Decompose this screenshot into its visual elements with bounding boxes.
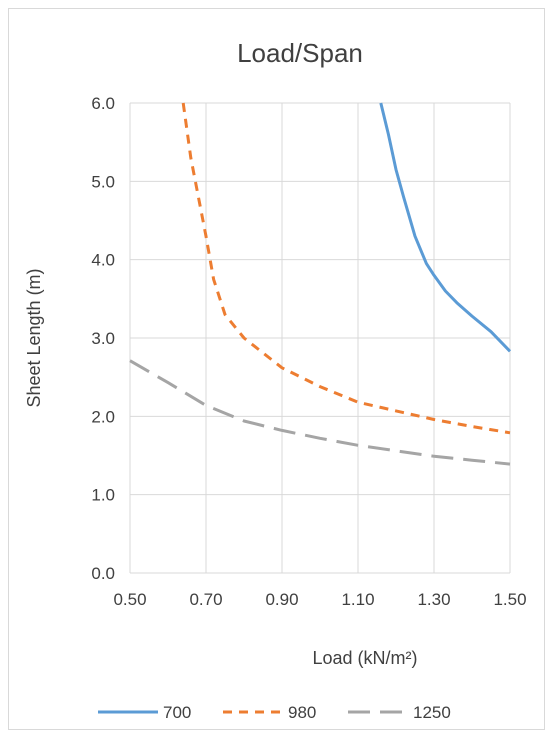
y-tick-label: 5.0	[91, 172, 115, 191]
y-tick-label: 1.0	[91, 486, 115, 505]
legend-label-980: 980	[288, 703, 316, 722]
y-axis-title: Sheet Length (m)	[24, 268, 44, 407]
y-tick-label: 6.0	[91, 94, 115, 113]
y-tick-label: 4.0	[91, 251, 115, 270]
y-tick-label: 3.0	[91, 329, 115, 348]
chart-title: Load/Span	[237, 38, 363, 68]
grid-lines	[129, 102, 511, 574]
x-tick-label: 0.70	[189, 590, 222, 609]
legend-label-1250: 1250	[413, 703, 451, 722]
x-tick-label: 0.90	[265, 590, 298, 609]
x-tick-labels: 0.50 0.70 0.90 1.10 1.30 1.50	[113, 590, 526, 609]
series-line-980	[181, 102, 511, 435]
x-axis-title: Load (kN/m²)	[312, 648, 417, 668]
x-tick-label: 1.30	[417, 590, 450, 609]
series-line-1250	[129, 359, 511, 466]
x-tick-label: 1.50	[493, 590, 526, 609]
series-line-700	[379, 102, 512, 353]
x-tick-label: 0.50	[113, 590, 146, 609]
y-tick-labels: 0.0 1.0 2.0 3.0 4.0 5.0 6.0	[91, 94, 115, 583]
legend-label-700: 700	[163, 703, 191, 722]
chart-frame	[8, 8, 545, 730]
y-tick-label: 0.0	[91, 564, 115, 583]
series-lines	[129, 102, 512, 466]
x-tick-label: 1.10	[341, 590, 374, 609]
legend: 700 980 1250	[98, 703, 451, 722]
y-tick-label: 2.0	[91, 407, 115, 426]
